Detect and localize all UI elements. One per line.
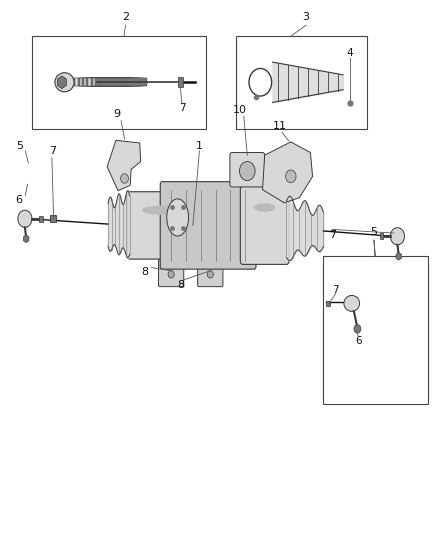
Polygon shape [107, 140, 141, 191]
Bar [91, 78, 143, 86]
Ellipse shape [254, 203, 276, 212]
Bar [88, 78, 141, 86]
Circle shape [168, 271, 174, 278]
FancyBboxPatch shape [198, 260, 223, 287]
Text: 7: 7 [332, 285, 339, 295]
Text: 8: 8 [177, 280, 185, 290]
Bar [80, 78, 132, 86]
FancyBboxPatch shape [240, 187, 289, 264]
Bar [32, 36, 206, 128]
Bar [380, 233, 383, 239]
Bar [323, 256, 428, 405]
Bar [75, 78, 128, 86]
FancyBboxPatch shape [230, 152, 265, 187]
Text: 9: 9 [113, 109, 120, 119]
Circle shape [390, 228, 404, 245]
FancyBboxPatch shape [127, 192, 193, 259]
FancyBboxPatch shape [160, 182, 256, 269]
Bar [39, 216, 42, 222]
Bar [82, 78, 134, 86]
Circle shape [18, 210, 32, 228]
Text: 2: 2 [122, 12, 129, 22]
Text: 7: 7 [329, 230, 336, 240]
Text: 8: 8 [141, 267, 148, 277]
Text: 6: 6 [355, 335, 362, 345]
Circle shape [354, 325, 361, 333]
Text: 11: 11 [273, 121, 287, 131]
Ellipse shape [55, 72, 74, 92]
Bar [237, 36, 367, 128]
Text: 4: 4 [346, 47, 353, 58]
Text: 1: 1 [196, 141, 203, 151]
Text: 5: 5 [370, 227, 377, 237]
Bar [86, 78, 139, 86]
Circle shape [240, 161, 255, 181]
Bar [84, 78, 137, 86]
Bar [93, 78, 145, 86]
Text: 5: 5 [16, 141, 23, 151]
Text: 7: 7 [49, 147, 57, 157]
Polygon shape [262, 142, 313, 203]
Text: 7: 7 [179, 103, 185, 113]
Bar [73, 78, 126, 86]
Ellipse shape [167, 199, 188, 236]
Circle shape [207, 271, 213, 278]
Text: 10: 10 [233, 105, 247, 115]
FancyBboxPatch shape [159, 260, 184, 287]
Bar [50, 215, 56, 222]
Bar [78, 78, 130, 86]
Text: 3: 3 [303, 12, 310, 22]
Bar [95, 78, 148, 86]
Circle shape [286, 170, 296, 183]
Bar [325, 301, 330, 306]
Text: 6: 6 [15, 195, 22, 205]
Bar [178, 77, 183, 87]
Ellipse shape [344, 295, 360, 311]
Circle shape [120, 174, 128, 183]
Ellipse shape [142, 206, 179, 215]
